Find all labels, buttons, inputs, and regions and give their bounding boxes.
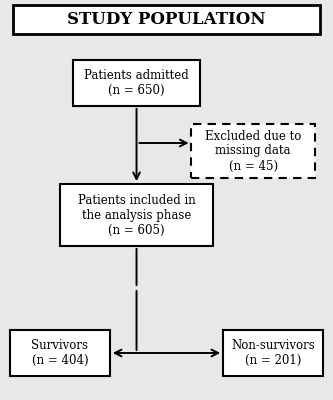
- Text: Non-survivors
(n = 201): Non-survivors (n = 201): [231, 339, 315, 367]
- Text: STUDY POPULATION: STUDY POPULATION: [67, 11, 266, 28]
- Bar: [13, 5, 320, 34]
- Text: Patients included in
the analysis phase
(n = 605): Patients included in the analysis phase …: [78, 194, 195, 236]
- Bar: [10, 330, 110, 376]
- Bar: [60, 184, 213, 246]
- Bar: [191, 124, 315, 178]
- Bar: [73, 60, 200, 106]
- Text: Survivors
(n = 404): Survivors (n = 404): [31, 339, 89, 367]
- Bar: [223, 330, 323, 376]
- Text: Excluded due to
missing data
(n = 45): Excluded due to missing data (n = 45): [205, 130, 301, 172]
- Text: Patients admitted
(n = 650): Patients admitted (n = 650): [84, 69, 189, 97]
